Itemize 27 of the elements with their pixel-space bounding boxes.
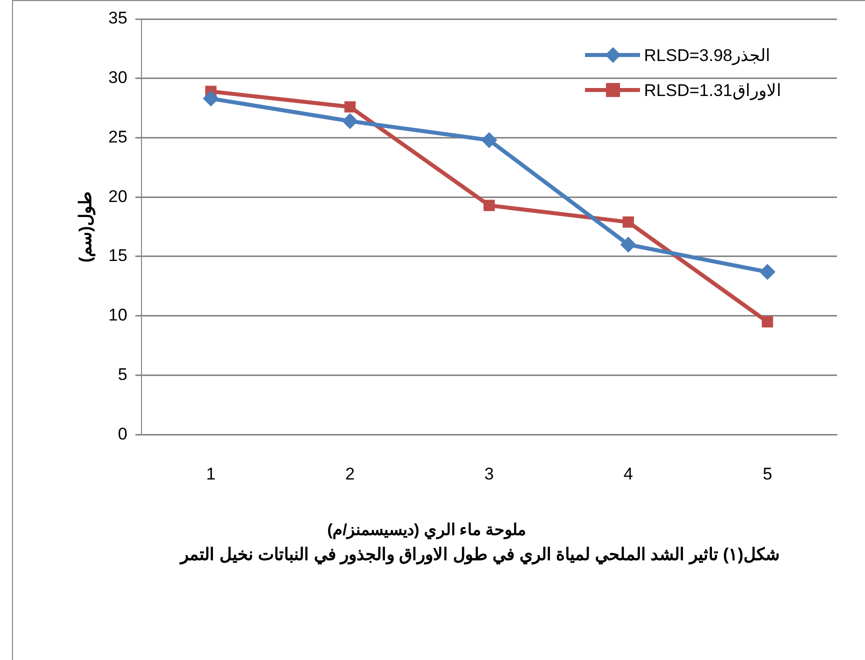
- point: [620, 236, 636, 253]
- point: [622, 216, 634, 228]
- y-tick-label: 15: [108, 246, 128, 266]
- y-axis-title: طول(سم): [76, 191, 96, 262]
- x-tick-label: 3: [484, 464, 494, 484]
- legend-label: RLSD=3.98الجذر: [644, 44, 770, 66]
- point: [344, 101, 356, 113]
- point: [342, 113, 358, 130]
- point: [481, 132, 498, 148]
- point: [202, 90, 219, 107]
- x-axis-title: ملوحة ماء الري (ديسيسمنز/م): [326, 521, 528, 540]
- x-tick-label: 5: [762, 464, 772, 484]
- text: شكل(١) تاثير الشد الملحي لمياة الري في طول الاوراق والجذور في النباتات نخيل التمر: [178, 544, 780, 566]
- y-tick-label: 35: [108, 8, 128, 28]
- point: [484, 200, 495, 212]
- y-tick-label: 0: [118, 424, 128, 444]
- y-tick-label: 20: [108, 186, 128, 206]
- y-tick-label: 30: [108, 68, 128, 88]
- y-tick-label: 10: [108, 306, 128, 325]
- point: [762, 316, 774, 328]
- legend-label: RLSD=1.31الاوراق: [644, 80, 782, 100]
- point: [759, 264, 776, 280]
- y-tick-label: 25: [108, 127, 128, 146]
- x-tick-label: 2: [345, 464, 355, 484]
- x-tick-label: 1: [206, 464, 216, 484]
- y-tick-label: 5: [118, 364, 128, 384]
- x-tick-label: 4: [624, 464, 634, 484]
